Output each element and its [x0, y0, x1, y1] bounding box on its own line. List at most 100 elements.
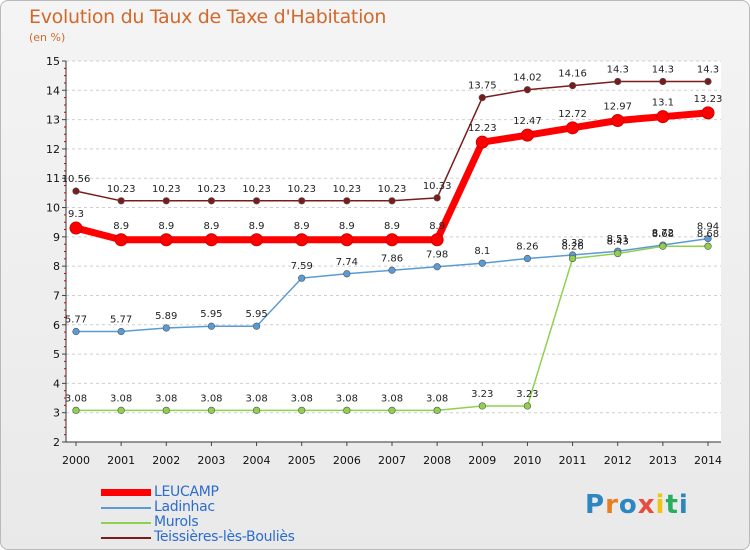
data-point	[388, 266, 396, 274]
x-tick-label: 2014	[694, 454, 722, 467]
series-teissi-res-l-s-bouli-s	[72, 77, 712, 205]
data-label: 3.23	[471, 389, 493, 400]
data-label: 14.16	[558, 69, 587, 80]
data-label: 8.38	[561, 238, 583, 249]
data-point	[614, 249, 622, 258]
data-point	[566, 121, 580, 135]
data-point	[159, 233, 173, 247]
data-point	[72, 187, 80, 195]
logo-letter: r	[605, 490, 619, 520]
legend-swatch	[101, 507, 151, 509]
data-point	[117, 327, 125, 336]
data-label: 5.77	[110, 315, 132, 326]
chart-title: Evolution du Taux de Taxe d'Habitation	[29, 6, 387, 28]
logo-letter: t	[665, 490, 679, 520]
data-point	[433, 194, 441, 202]
data-point	[478, 94, 486, 102]
data-label: 8.9	[384, 221, 400, 232]
data-label: 14.02	[513, 73, 542, 84]
data-label: 8.94	[697, 222, 719, 233]
data-label: 10.23	[287, 184, 316, 195]
data-point	[207, 322, 216, 330]
data-point	[72, 327, 80, 336]
data-label: 8.51	[607, 234, 629, 245]
data-point	[69, 221, 83, 235]
data-labels: 10.56 10.23 10.23 10.23 10.23 10.23 10.23 10.23…	[62, 65, 723, 405]
y-tick-label: 9	[53, 231, 60, 244]
y-tick-label: 11	[46, 172, 60, 185]
data-label: 8.68	[697, 229, 719, 240]
data-point	[385, 233, 399, 247]
data-point	[659, 242, 667, 250]
logo-letter: x	[637, 490, 656, 520]
x-tick-label: 2001	[107, 454, 135, 467]
x-tick-label: 2013	[649, 454, 677, 467]
data-label: 12.97	[603, 101, 632, 112]
data-point	[478, 402, 486, 410]
data-point	[568, 82, 577, 90]
x-tick-label: 2004	[243, 454, 271, 467]
data-label: 5.95	[245, 309, 267, 320]
data-label: 3.08	[200, 393, 222, 404]
y-tick-label: 2	[53, 436, 60, 449]
series-murols	[72, 242, 712, 414]
data-point	[117, 406, 125, 414]
y-tick-label: 3	[53, 407, 60, 420]
data-point	[295, 233, 309, 247]
series-layer	[69, 77, 715, 414]
y-tick-label: 5	[53, 348, 60, 361]
x-tick-label: 2012	[604, 454, 632, 467]
data-label: 14.3	[607, 65, 629, 76]
y-tick-label: 12	[46, 143, 60, 156]
data-point	[475, 135, 489, 149]
data-label: 10.23	[242, 184, 271, 195]
brand-logo: Proxiti	[585, 490, 689, 520]
data-label: 10.23	[107, 184, 136, 195]
data-label: 13.75	[468, 81, 497, 92]
data-label: 3.08	[110, 393, 132, 404]
data-point	[523, 402, 532, 410]
data-point	[162, 197, 170, 205]
data-label: 13.23	[694, 94, 723, 105]
logo-letter: i	[678, 490, 689, 520]
data-point	[656, 110, 670, 124]
data-label: 8.68	[652, 229, 674, 240]
data-point	[704, 235, 712, 243]
legend-label: LEUCAMP	[154, 484, 219, 500]
y-tick-label: 14	[46, 84, 60, 97]
data-point	[659, 77, 667, 86]
data-label: 8.26	[561, 242, 583, 253]
data-label: 8.9	[158, 221, 174, 232]
data-point	[433, 406, 441, 414]
data-label: 5.95	[200, 309, 222, 320]
data-label: 8.9	[294, 221, 310, 232]
data-point	[162, 324, 170, 332]
data-point	[252, 322, 261, 330]
series-leucamp	[69, 106, 715, 247]
data-label: 14.3	[697, 65, 719, 76]
data-point	[478, 259, 486, 267]
x-tick-label: 2007	[378, 454, 406, 467]
data-point	[568, 254, 577, 263]
x-tick-label: 2002	[152, 454, 180, 467]
y-tick-label: 8	[53, 260, 60, 273]
legend-swatch	[101, 522, 151, 524]
data-label: 10.56	[62, 174, 91, 185]
y-tick-label: 4	[53, 377, 60, 390]
data-label: 13.1	[652, 98, 674, 109]
data-point	[701, 106, 715, 120]
unit-label: (en %)	[29, 31, 66, 44]
data-point	[430, 233, 444, 247]
data-label: 10.33	[423, 181, 452, 192]
data-point	[614, 77, 622, 86]
data-label: 3.23	[516, 389, 538, 400]
data-label: 8.9	[203, 221, 219, 232]
data-label: 3.08	[336, 393, 358, 404]
data-point	[343, 197, 351, 205]
data-point	[520, 128, 534, 142]
data-label: 7.59	[291, 261, 313, 272]
x-tick-label: 2011	[559, 454, 587, 467]
y-tick-label: 13	[46, 114, 60, 127]
data-point	[343, 406, 351, 414]
x-tick-label: 2005	[288, 454, 316, 467]
